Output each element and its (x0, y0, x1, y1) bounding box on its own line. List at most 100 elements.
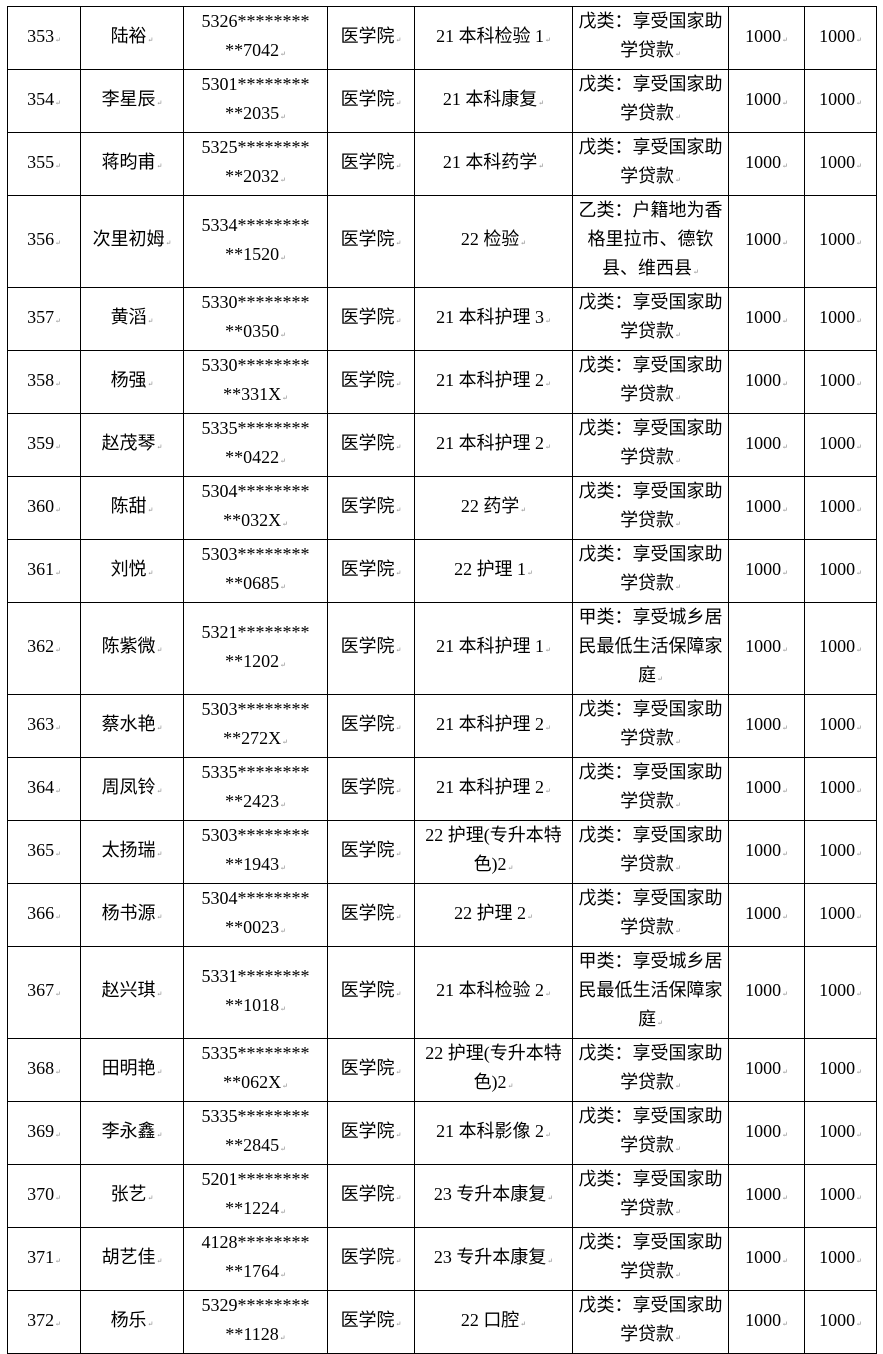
row-number: 363 (27, 713, 55, 734)
student-name: 杨乐 (110, 1309, 147, 1330)
table-row: 366↵ 杨书源↵ 5304******** **0023↵ 医学院↵ 22 护理 2↵ 戊… (7, 883, 877, 947)
class-name: 21 本科护理 3 (436, 306, 545, 327)
paragraph-mark-icon: ↵ (55, 646, 61, 654)
student-name: 刘悦 (110, 558, 147, 579)
paragraph-mark-icon: ↵ (55, 723, 61, 732)
student-name-cell: 杨书源↵ (80, 883, 184, 947)
college-cell: 医学院↵ (327, 350, 415, 414)
amount-1: 1000 (745, 369, 782, 390)
paragraph-mark-icon: ↵ (280, 660, 286, 669)
student-name: 赵茂琴 (101, 432, 156, 453)
aid-category: 戊类：享受国家助学贷款 (578, 1169, 723, 1218)
paragraph-mark-icon: ↵ (279, 1334, 286, 1342)
row-number-cell: 366↵ (7, 883, 81, 947)
id-number-line: **0685 (225, 573, 280, 593)
id-number-cell: 5329******** **1128↵ (183, 1290, 328, 1354)
paragraph-mark-icon: ↵ (782, 1193, 788, 1202)
paragraph-mark-icon: ↵ (856, 1130, 862, 1139)
table-row: 358↵ 杨强↵ 5330******** **331X↵ 医学院↵ 21 本科护理 2↵… (7, 350, 877, 414)
id-number-line: **0350 (225, 321, 280, 341)
amount-1: 1000 (745, 776, 782, 797)
college: 医学院 (340, 229, 395, 249)
paragraph-mark-icon: ↵ (675, 176, 681, 184)
paragraph-mark-icon: ↵ (156, 990, 163, 998)
paragraph-mark-icon: ↵ (156, 442, 163, 451)
paragraph-mark-icon: ↵ (395, 316, 402, 325)
class-name: 22 护理(专升本特色)2 (425, 825, 562, 874)
student-name: 太扬瑞 (101, 839, 156, 860)
college-cell: 医学院↵ (327, 820, 415, 884)
paragraph-mark-icon: ↵ (55, 1067, 61, 1076)
paragraph-mark-icon: ↵ (675, 864, 681, 872)
amount-1-cell: 1000↵ (728, 694, 805, 758)
paragraph-mark-icon: ↵ (280, 1271, 286, 1279)
amount-1: 1000 (745, 1057, 782, 1078)
amount-1-cell: 1000↵ (728, 287, 805, 351)
college-cell: 医学院↵ (327, 413, 415, 477)
paragraph-mark-icon: ↵ (782, 849, 788, 858)
student-name-cell: 陈紫微↵ (80, 602, 184, 695)
amount-2-cell: 1000↵ (804, 883, 877, 947)
class-name: 21 本科护理 1 (436, 636, 545, 656)
student-name-cell: 李永鑫↵ (80, 1101, 184, 1165)
aid-category-cell: 戊类：享受国家助学贷款↵ (572, 6, 729, 70)
paragraph-mark-icon: ↵ (856, 646, 862, 654)
id-number-cell: 5326******** **7042↵ (183, 6, 328, 70)
paragraph-mark-icon: ↵ (856, 98, 862, 107)
class-name: 22 护理 2 (454, 902, 527, 923)
paragraph-mark-icon: ↵ (675, 801, 681, 809)
aid-category: 甲类：享受城乡居民最低生活保障家庭 (578, 607, 723, 685)
id-number-cell: 5330******** **0350↵ (183, 287, 328, 351)
paragraph-mark-icon: ↵ (280, 1004, 286, 1013)
aid-category-cell: 甲类：享受城乡居民最低生活保障家庭↵ (572, 602, 729, 695)
row-number-cell: 360↵ (7, 476, 81, 540)
paragraph-mark-icon: ↵ (156, 161, 163, 170)
paragraph-mark-icon: ↵ (545, 990, 551, 998)
paragraph-mark-icon: ↵ (545, 1130, 551, 1139)
paragraph-mark-icon: ↵ (147, 316, 154, 325)
id-number-line: 5330******** (201, 355, 310, 375)
id-number-line: **2423 (225, 791, 280, 811)
college-cell: 医学院↵ (327, 195, 415, 288)
row-number-cell: 359↵ (7, 413, 81, 477)
paragraph-mark-icon: ↵ (657, 1019, 663, 1027)
id-number-line: 5325******** (201, 137, 310, 157)
paragraph-mark-icon: ↵ (856, 723, 862, 732)
paragraph-mark-icon: ↵ (156, 1130, 163, 1139)
id-number-line: **1202 (225, 650, 280, 671)
aid-category-cell: 甲类：享受城乡居民最低生活保障家庭↵ (572, 946, 729, 1039)
paragraph-mark-icon: ↵ (55, 990, 61, 998)
college: 医学院 (340, 306, 395, 327)
paragraph-mark-icon: ↵ (527, 912, 533, 921)
paragraph-mark-icon: ↵ (675, 1334, 681, 1342)
amount-1-cell: 1000↵ (728, 757, 805, 821)
paragraph-mark-icon: ↵ (156, 912, 163, 921)
class-name-cell: 21 本科康复↵ (414, 69, 573, 133)
student-name: 杨书源 (101, 902, 156, 923)
college: 医学院 (340, 432, 395, 453)
college: 医学院 (340, 495, 395, 516)
amount-2-cell: 1000↵ (804, 946, 877, 1039)
id-number-cell: 5334******** **1520↵ (183, 195, 328, 288)
row-number: 364 (27, 776, 55, 797)
amount-1: 1000 (745, 980, 782, 1000)
amount-1: 1000 (745, 88, 782, 109)
amount-1-cell: 1000↵ (728, 1164, 805, 1228)
amount-2: 1000 (819, 151, 856, 172)
college: 医学院 (340, 369, 395, 390)
paragraph-mark-icon: ↵ (545, 316, 551, 325)
college: 医学院 (340, 1246, 395, 1267)
amount-2-cell: 1000↵ (804, 1101, 877, 1165)
paragraph-mark-icon: ↵ (55, 1256, 61, 1265)
class-name: 22 药学 (460, 495, 520, 516)
paragraph-mark-icon: ↵ (156, 786, 163, 795)
paragraph-mark-icon: ↵ (675, 1145, 681, 1153)
paragraph-mark-icon: ↵ (675, 331, 681, 339)
paragraph-mark-icon: ↵ (675, 1271, 681, 1279)
paragraph-mark-icon: ↵ (782, 646, 788, 654)
paragraph-mark-icon: ↵ (280, 1145, 286, 1153)
class-name-cell: 21 本科护理 2↵ (414, 694, 573, 758)
paragraph-mark-icon: ↵ (545, 723, 551, 732)
paragraph-mark-icon: ↵ (55, 1130, 61, 1139)
college: 医学院 (340, 88, 395, 109)
